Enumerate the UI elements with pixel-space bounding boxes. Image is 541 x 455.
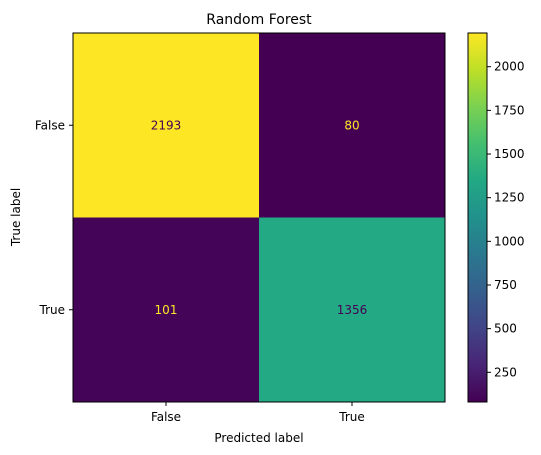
cell-value-labels: 2193 80 101 1356	[151, 118, 368, 317]
cell-value-label: 1356	[337, 303, 368, 317]
x-axis-ticks: False True	[151, 402, 365, 424]
colorbar-tick-label: 250	[494, 365, 517, 379]
colorbar-tick-label: 1250	[494, 191, 525, 205]
x-tick-label: False	[151, 410, 181, 424]
heatmap-cell	[259, 217, 445, 402]
y-axis-label: True label	[9, 188, 23, 247]
colorbar-tick-label: 1750	[494, 103, 525, 117]
cell-value-label: 80	[344, 118, 359, 132]
colorbar-ticks: 250 500 750 1000 1250 1500 1750 2000	[487, 60, 525, 379]
y-tick-label: False	[35, 118, 65, 132]
heatmap-cells	[73, 33, 445, 402]
heatmap-cell	[259, 33, 445, 218]
colorbar	[467, 32, 488, 403]
heatmap-cell	[73, 217, 259, 402]
y-tick-label: True	[39, 303, 66, 317]
colorbar-tick-label: 750	[494, 278, 517, 292]
chart-title: Random Forest	[206, 12, 312, 28]
colorbar-tick-label: 1000	[494, 234, 525, 248]
x-tick-label: True	[338, 410, 365, 424]
cell-value-label: 101	[155, 303, 178, 317]
plot-frame	[72, 32, 446, 403]
colorbar-tick-label: 1500	[494, 147, 525, 161]
cell-value-label: 2193	[151, 118, 182, 132]
y-axis-ticks: False True	[35, 118, 73, 317]
colorbar-tick-label: 2000	[494, 60, 525, 74]
x-axis-label: Predicted label	[214, 431, 303, 445]
colorbar-tick-label: 500	[494, 322, 517, 336]
heatmap-cell	[73, 33, 259, 218]
